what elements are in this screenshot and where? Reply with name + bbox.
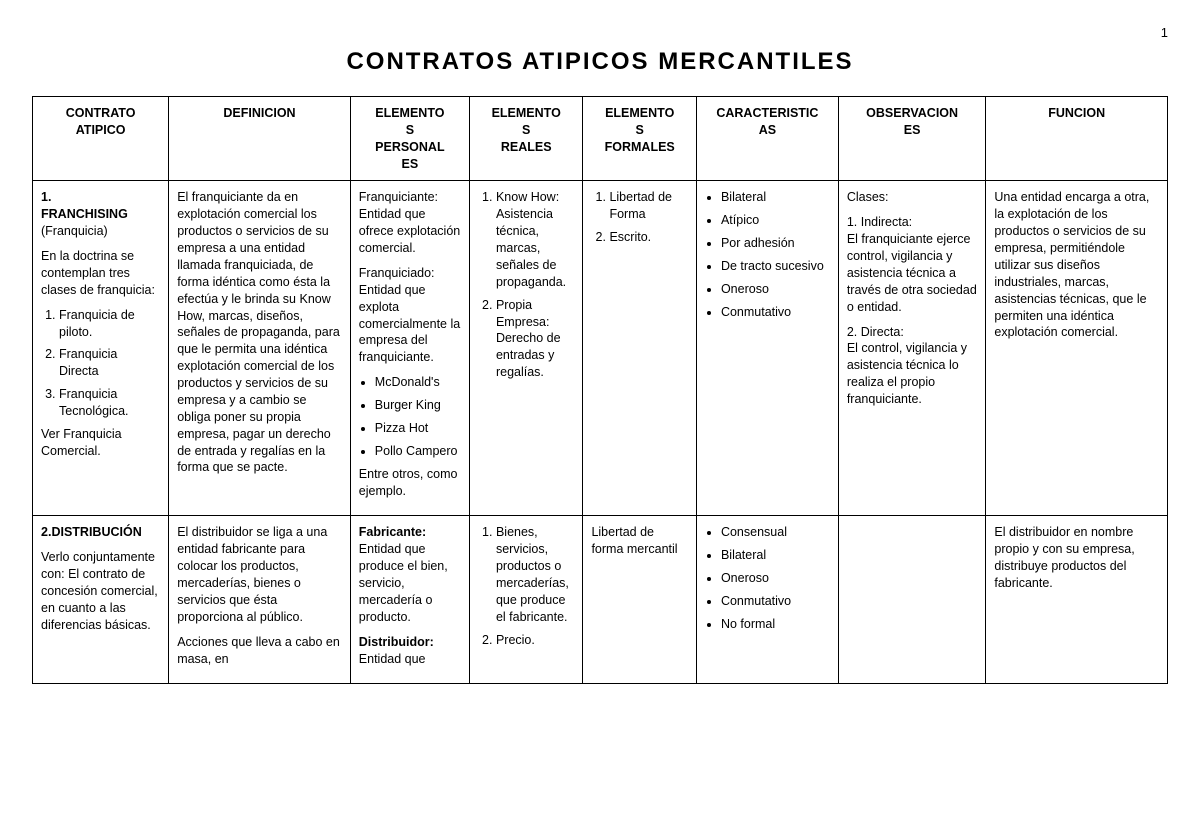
page-title: CONTRATOS ATIPICOS MERCANTILES bbox=[32, 46, 1168, 78]
th-reales: ELEMENTO S REALES bbox=[469, 96, 583, 181]
cell-funcion: El distribuidor en nombre propio y con s… bbox=[986, 516, 1168, 684]
th-observaciones: OBSERVACION ES bbox=[838, 96, 986, 181]
th-caracteristicas: CARACTERISTIC AS bbox=[696, 96, 838, 181]
cell-contrato: 1. FRANCHISING (Franquicia) En la doctri… bbox=[33, 181, 169, 516]
cell-reales: Know How: Asistencia técnica, marcas, se… bbox=[469, 181, 583, 516]
cell-personales: Fabricante: Entidad que produce el bien,… bbox=[350, 516, 469, 684]
th-definicion: DEFINICION bbox=[169, 96, 351, 181]
page-number: 1 bbox=[32, 24, 1168, 42]
cell-formales: Libertad de Forma Escrito. bbox=[583, 181, 697, 516]
th-contrato: CONTRATO ATIPICO bbox=[33, 96, 169, 181]
contracts-table: CONTRATO ATIPICO DEFINICION ELEMENTO S P… bbox=[32, 96, 1168, 685]
table-row: 1. FRANCHISING (Franquicia) En la doctri… bbox=[33, 181, 1168, 516]
th-formales: ELEMENTO S FORMALES bbox=[583, 96, 697, 181]
cell-formales: Libertad de forma mercantil bbox=[583, 516, 697, 684]
cell-caracteristicas: Consensual Bilateral Oneroso Conmutativo… bbox=[696, 516, 838, 684]
cell-reales: Bienes, servicios, productos o mercaderí… bbox=[469, 516, 583, 684]
th-funcion: FUNCION bbox=[986, 96, 1168, 181]
cell-caracteristicas: Bilateral Atípico Por adhesión De tracto… bbox=[696, 181, 838, 516]
cell-observaciones bbox=[838, 516, 986, 684]
th-personales: ELEMENTO S PERSONAL ES bbox=[350, 96, 469, 181]
cell-definicion: El distribuidor se liga a una entidad fa… bbox=[169, 516, 351, 684]
cell-observaciones: Clases: 1. Indirecta:El franquiciante ej… bbox=[838, 181, 986, 516]
table-row: 2.DISTRIBUCIÓN Verlo conjuntamente con: … bbox=[33, 516, 1168, 684]
cell-definicion: El franquiciante da en explotación comer… bbox=[169, 181, 351, 516]
cell-funcion: Una entidad encarga a otra, la explotaci… bbox=[986, 181, 1168, 516]
cell-contrato: 2.DISTRIBUCIÓN Verlo conjuntamente con: … bbox=[33, 516, 169, 684]
cell-personales: Franquiciante: Entidad que ofrece explot… bbox=[350, 181, 469, 516]
